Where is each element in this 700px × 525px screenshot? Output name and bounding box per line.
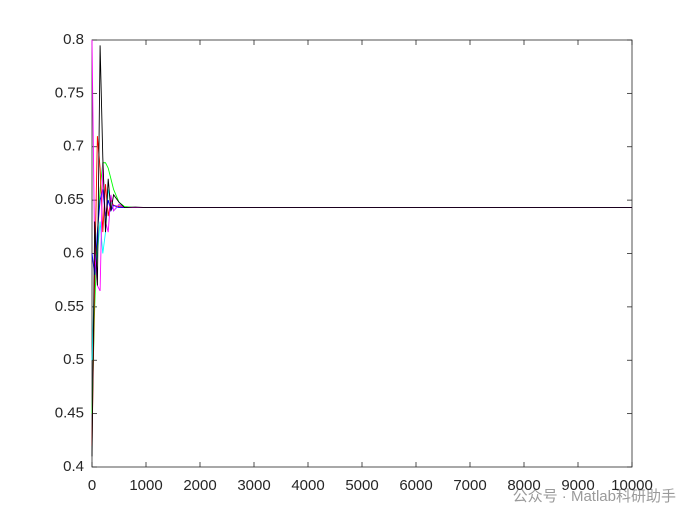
y-tick-label: 0.55 [55, 298, 84, 315]
x-tick-label: 10000 [611, 477, 653, 494]
y-tick-label: 0.8 [63, 31, 84, 48]
y-tick-label: 0.6 [63, 244, 84, 261]
x-tick-label: 9000 [561, 477, 594, 494]
x-tick-label: 3000 [237, 477, 270, 494]
x-tick-label: 4000 [291, 477, 324, 494]
watermark: 公众号 · Matlab科研助手 [513, 488, 676, 505]
x-tick-label: 2000 [183, 477, 216, 494]
x-tick-label: 0 [88, 477, 96, 494]
x-tick-label: 1000 [129, 477, 162, 494]
x-tick-label: 6000 [399, 477, 432, 494]
plot-box [91, 39, 633, 468]
x-tick-label: 8000 [507, 477, 540, 494]
x-tick-label: 7000 [453, 477, 486, 494]
y-tick-label: 0.7 [63, 138, 84, 155]
y-tick-label: 0.45 [55, 405, 84, 422]
series-line [91, 45, 632, 457]
y-tick-label: 0.65 [55, 191, 84, 208]
y-tick-label: 0.75 [55, 84, 84, 101]
y-tick-label: 0.4 [63, 458, 84, 475]
y-tick-label: 0.5 [63, 351, 84, 368]
x-tick-label: 5000 [345, 477, 378, 494]
